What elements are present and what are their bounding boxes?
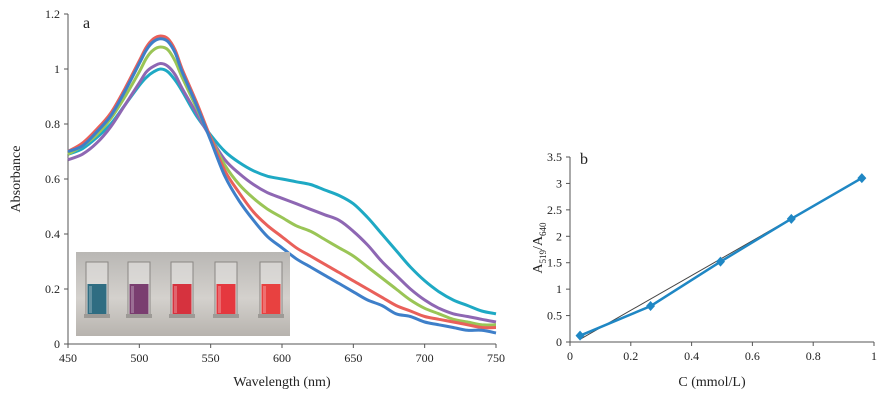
panel-a-series-line-3 (67, 45, 497, 327)
cuvette-1 (84, 261, 110, 318)
panel-a-y-tick-label: 0 (54, 337, 60, 351)
panel-b-data-point (786, 213, 796, 224)
panel-b-x-tick-label: 0.2 (623, 349, 638, 363)
panel-a-x-tick-label: 750 (487, 351, 505, 365)
panel-b-series-line (579, 177, 863, 337)
panel-a-y-tick-label: 0.4 (45, 227, 60, 241)
panel-a-label: a (83, 15, 90, 32)
cuvette-3 (169, 261, 195, 318)
panel-b-x-tick-label: 1 (871, 349, 877, 363)
panel-a-x-label: Wavelength (nm) (233, 375, 331, 390)
panel-b-y-tick-label: 1.5 (547, 256, 562, 270)
panel-a-x-tick-label: 450 (59, 351, 77, 365)
panel-a-chart: 00.20.40.60.811.2 450 500 550 600 650 700 750 … (9, 7, 505, 390)
cuvette-4 (213, 261, 239, 318)
panel-a-x-tick-label: 600 (273, 351, 291, 365)
panel-b-y-tick-label: 2 (556, 229, 562, 243)
panel-b-y-tick-label: 3 (556, 176, 562, 190)
panel-a-x-tick-label: 700 (416, 351, 434, 365)
panel-b-x-tick-label: 0.6 (745, 349, 760, 363)
panel-a-y-tick-label: 1.2 (45, 7, 60, 21)
panel-a-y-tick-label: 1 (54, 62, 60, 76)
panel-b-x-tick-label: 0.8 (806, 349, 821, 363)
panel-b-label: b (580, 151, 588, 168)
panel-b-x-tick-label: 0.4 (684, 349, 699, 363)
panel-b-x-label: C (mmol/L) (678, 375, 746, 390)
cuvette-photo-inset (76, 252, 290, 336)
panel-b-data-point (646, 301, 656, 312)
panel-b-y-tick-label: 3.5 (547, 150, 562, 164)
panel-a-y-tick-label: 0.2 (45, 282, 60, 296)
panel-a-x-tick-label: 650 (344, 351, 362, 365)
panel-b-data-point (575, 330, 585, 341)
panel-a-series-line-1 (67, 67, 497, 316)
panel-b-y-tick-label: 0.5 (547, 309, 562, 323)
cuvette-5 (258, 261, 284, 318)
panel-a-x-tick-label: 500 (130, 351, 148, 365)
panel-a-series-line-2 (67, 62, 497, 324)
cuvette-2 (126, 261, 152, 318)
panel-b-data-point (857, 173, 867, 184)
panel-b-y-tick-label: 2.5 (547, 203, 562, 217)
panel-b-data-point (715, 256, 725, 267)
panel-b-chart: 0 0.5 1 1.5 2 2.5 3 3.5 0 0.2 0.4 0.6 0.8 1 b C (mmo… (531, 150, 877, 390)
panel-b-x-tick-label: 0 (567, 349, 573, 363)
panel-a-series-line-5 (67, 37, 497, 335)
panel-b-y-tick-label: 1 (556, 282, 562, 296)
panel-a-y-tick-label: 0.8 (45, 117, 60, 131)
panel-b-y-label: A519/A640 (531, 222, 548, 274)
panel-a-x-tick-label: 550 (202, 351, 220, 365)
panel-a-y-label: Absorbance (9, 146, 24, 213)
panel-b-y-tick-label: 0 (556, 335, 562, 349)
panel-a-y-tick-label: 0.6 (45, 172, 60, 186)
